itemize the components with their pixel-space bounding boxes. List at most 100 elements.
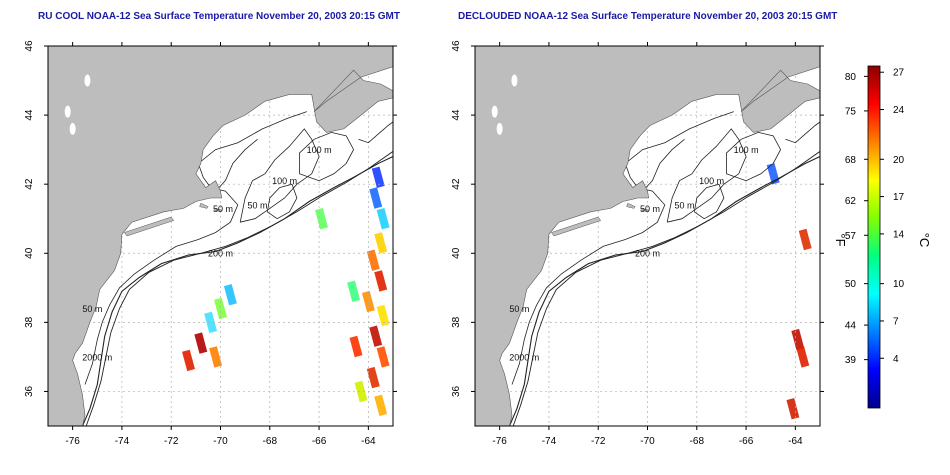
fahrenheit-tick-label: 44 (845, 321, 857, 332)
lat-tick-label: 36 (24, 385, 35, 397)
sst-patch (369, 187, 383, 209)
lake (511, 74, 518, 87)
sst-patch (209, 346, 223, 368)
colorbar-gradient (867, 65, 881, 409)
isobath-label: 50 m (247, 200, 267, 210)
lake (64, 105, 71, 118)
isobath-contour (508, 156, 820, 426)
fahrenheit-tick-label: 68 (845, 155, 857, 166)
isobath-label: 50 m (82, 304, 102, 314)
fahrenheit-tick-label: 50 (845, 279, 857, 290)
isobath-contour (239, 128, 320, 223)
isobath-label: 100 m (272, 176, 297, 186)
temperature-colorbar: 27 24 20 17 14 10 7 4 80 75 68 62 57 50 44 39 °F °C (833, 65, 932, 409)
isobath-label: 50 m (509, 304, 529, 314)
sst-patch (376, 346, 390, 368)
sst-patch (369, 325, 383, 347)
isobath-contour (726, 131, 782, 182)
isobath-contour (785, 121, 820, 144)
fahrenheit-tick-label: 39 (845, 355, 857, 366)
sst-patch (376, 208, 390, 230)
sst-patch (796, 346, 810, 368)
lake (84, 74, 91, 87)
fahrenheit-tick-label: 80 (845, 72, 857, 83)
sst-patch (204, 311, 218, 334)
sst-patch (374, 270, 388, 292)
lake (69, 122, 76, 135)
sst-patch (182, 349, 195, 372)
sst-patch (371, 166, 385, 188)
island (123, 216, 175, 237)
celsius-tick-label: 27 (893, 68, 905, 79)
sst-patch (366, 366, 380, 389)
fahrenheit-unit-label: °F (833, 233, 848, 246)
island (213, 208, 223, 213)
lon-tick-label: -68 (690, 436, 705, 447)
isobath-contour (215, 138, 258, 192)
landmass (475, 46, 820, 426)
celsius-unit-label: °C (917, 233, 932, 248)
isobath-label: 100 m (734, 145, 759, 155)
isobath-contour (358, 121, 393, 144)
isobath-contour (266, 183, 298, 220)
lat-tick-label: 36 (451, 385, 462, 397)
isobath-label: 200 m (635, 249, 660, 259)
lon-tick-label: -76 (492, 436, 507, 447)
celsius-tick-label: 20 (893, 155, 905, 166)
lat-tick-label: 46 (451, 40, 462, 52)
lon-tick-label: -76 (65, 436, 80, 447)
lon-tick-label: -66 (312, 436, 327, 447)
isobath-label: 100 m (307, 145, 332, 155)
fahrenheit-tick-label: 57 (845, 231, 857, 242)
fahrenheit-tick-label: 75 (845, 106, 857, 117)
sst-patch (366, 249, 380, 271)
lat-tick-label: 38 (24, 316, 35, 328)
lon-tick-label: -70 (640, 436, 655, 447)
isobath-label: 2000 m (82, 352, 112, 362)
sst-patch (214, 297, 227, 320)
sst-patch (223, 284, 237, 306)
lon-tick-label: -68 (263, 436, 278, 447)
island (199, 202, 209, 209)
sst-patch (786, 398, 800, 420)
sst-patch (791, 328, 805, 351)
lat-tick-label: 40 (24, 247, 35, 259)
lon-tick-label: -74 (115, 436, 130, 447)
sst-patch (194, 332, 208, 354)
isobath-contour (693, 183, 725, 220)
isobath-label: 50 m (640, 204, 660, 214)
isobath-label: 50 m (674, 200, 694, 210)
landmass (48, 46, 393, 426)
island (626, 202, 636, 209)
sst-patch (374, 232, 388, 254)
celsius-tick-label: 17 (893, 192, 905, 203)
sst-patch (798, 228, 812, 251)
isobath-label: 2000 m (509, 352, 539, 362)
lat-tick-label: 44 (24, 109, 35, 121)
lon-tick-label: -64 (788, 436, 803, 447)
sst-patch (376, 304, 390, 327)
celsius-tick-label: 7 (893, 316, 899, 327)
celsius-tick-label: 4 (893, 354, 899, 365)
isobath-contour (85, 151, 393, 426)
lon-tick-label: -72 (164, 436, 179, 447)
lat-tick-label: 38 (451, 316, 462, 328)
sst-patch (347, 280, 361, 302)
lon-tick-label: -70 (213, 436, 228, 447)
island (550, 216, 602, 237)
isobath-label: 50 m (213, 204, 233, 214)
sst-patch (354, 380, 368, 403)
lon-tick-label: -74 (542, 436, 557, 447)
lon-tick-label: -66 (739, 436, 754, 447)
sst-patch (315, 208, 328, 230)
sst-patch (374, 394, 388, 416)
lon-tick-label: -72 (591, 436, 606, 447)
isobath-contour (81, 156, 393, 426)
celsius-tick-label: 10 (893, 279, 905, 290)
sst-patch (349, 335, 363, 358)
celsius-tick-label: 24 (893, 105, 905, 116)
lake (491, 105, 498, 118)
isobath-contour (298, 131, 355, 182)
lat-tick-label: 40 (451, 247, 462, 259)
